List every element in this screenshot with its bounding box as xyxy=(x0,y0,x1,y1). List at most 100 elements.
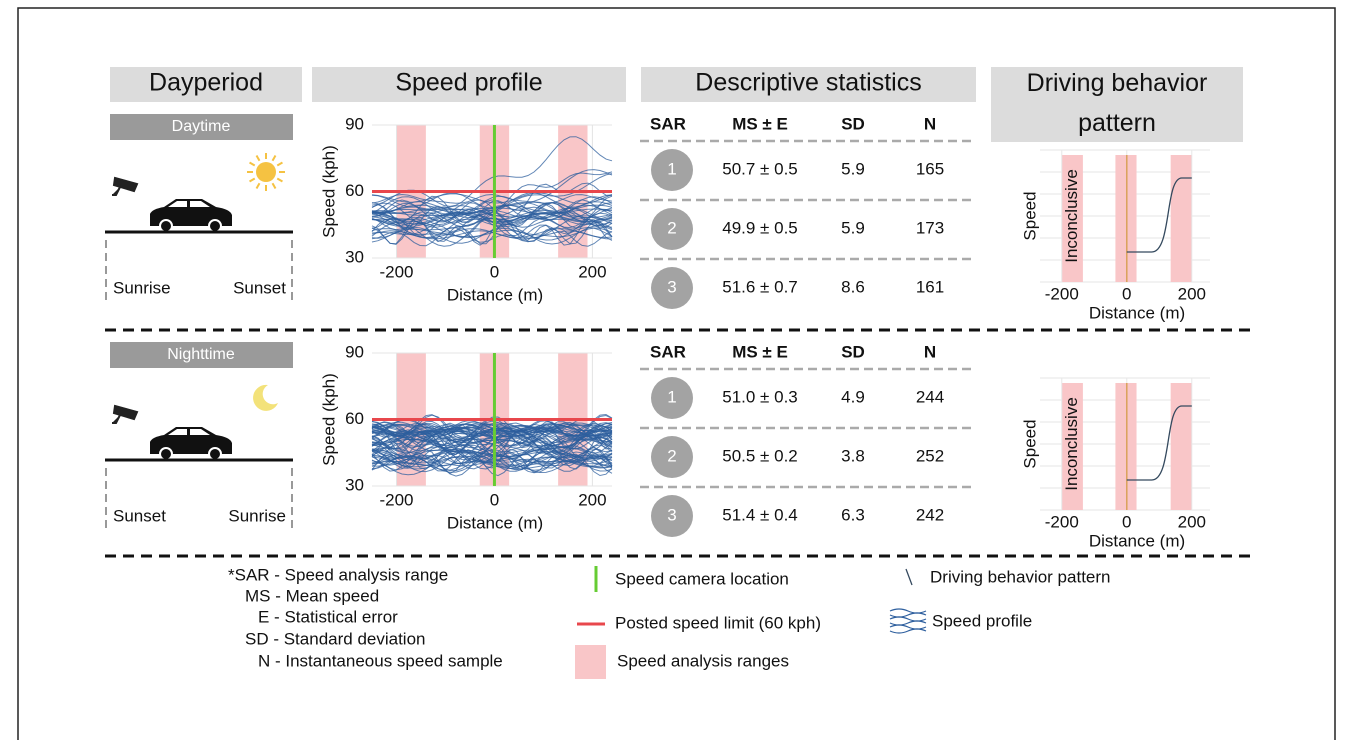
x-tick-label: -200 xyxy=(379,262,413,281)
speed-profile-texture xyxy=(371,422,613,433)
y-tick-label: 30 xyxy=(345,475,364,494)
y-tick-label: 60 xyxy=(345,409,364,428)
speed-profile-texture xyxy=(371,227,613,247)
behavior-curve xyxy=(1126,405,1192,481)
table-cell: 3 xyxy=(667,277,676,296)
legend-profile xyxy=(889,616,927,622)
speed-profile-texture xyxy=(371,419,613,438)
header-box xyxy=(641,67,976,102)
table-header: MS ± E xyxy=(732,342,788,361)
table-cell: 165 xyxy=(916,159,944,178)
table-header: SAR xyxy=(650,114,686,133)
legend-abbreviation: MS - Mean speed xyxy=(245,586,379,605)
period-start: Sunset xyxy=(113,506,166,525)
table-header: SD xyxy=(841,342,865,361)
period-label: Daytime xyxy=(172,118,231,135)
x-axis-label: Distance (m) xyxy=(1089,303,1185,322)
table-cell: 4.9 xyxy=(841,387,865,406)
table-header: SAR xyxy=(650,342,686,361)
sar-badge xyxy=(651,267,693,309)
sun-ray xyxy=(276,177,283,183)
speed-profile-texture xyxy=(371,433,613,452)
header-box xyxy=(991,67,1243,142)
speed-profile-texture xyxy=(371,446,613,466)
x-axis-label: Distance (m) xyxy=(1089,531,1185,550)
sun-ray xyxy=(276,161,283,167)
behavior-curve xyxy=(1126,177,1192,253)
header: Dayperiod xyxy=(149,69,263,97)
analysis-range xyxy=(1061,155,1083,282)
table-cell: 5.9 xyxy=(841,159,865,178)
sar-badge xyxy=(651,377,693,419)
speed-profile-texture xyxy=(371,455,613,470)
analysis-range xyxy=(1061,383,1083,510)
legend-label: Speed analysis ranges xyxy=(617,651,789,670)
speed-profile-texture xyxy=(371,451,613,476)
legend-abbreviation: N - Instantaneous speed sample xyxy=(258,651,503,670)
header: Speed profile xyxy=(395,69,542,97)
legend-range xyxy=(575,645,606,679)
legend-abbreviation: *SAR - Speed analysis range xyxy=(228,565,448,584)
sun-icon xyxy=(247,153,285,191)
period-box xyxy=(110,114,293,140)
table-cell: 161 xyxy=(916,277,944,296)
table-cell: 51.6 ± 0.7 xyxy=(722,277,798,296)
y-axis-label: Speed (kph) xyxy=(319,145,338,238)
table-cell: 49.9 ± 0.5 xyxy=(722,218,798,237)
y-axis-label: Speed (kph) xyxy=(319,373,338,466)
y-tick-label: 90 xyxy=(345,114,364,133)
table-cell: 252 xyxy=(916,446,944,465)
camera-icon xyxy=(112,176,139,196)
sun-ray xyxy=(249,161,256,167)
table-cell: 242 xyxy=(916,505,944,524)
table-cell: 50.5 ± 0.2 xyxy=(722,446,798,465)
legend-label: Posted speed limit (60 kph) xyxy=(615,613,821,632)
legend-profile xyxy=(889,612,927,618)
x-tick-label: 0 xyxy=(1122,512,1131,531)
sar-badge xyxy=(651,208,693,250)
sar-badge xyxy=(651,149,693,191)
speed-profile-texture xyxy=(371,443,613,458)
table-cell: 2 xyxy=(667,446,676,465)
table-cell: 51.0 ± 0.3 xyxy=(722,387,798,406)
table-cell: 244 xyxy=(916,387,944,406)
speed-profile-texture xyxy=(371,433,613,447)
period-start: Sunrise xyxy=(113,278,171,297)
header-box xyxy=(312,67,626,102)
analysis-range xyxy=(1170,383,1192,510)
table-cell: 1 xyxy=(667,159,676,178)
y-axis-label: Speed xyxy=(1020,191,1039,240)
speed-profile-texture xyxy=(371,446,613,470)
y-tick-label: 30 xyxy=(345,247,364,266)
speed-profile-texture xyxy=(371,193,613,204)
x-axis-label: Distance (m) xyxy=(447,513,543,532)
x-tick-label: -200 xyxy=(1045,512,1079,531)
moon-icon xyxy=(253,384,278,411)
sun-ray xyxy=(249,177,256,183)
table-cell: 173 xyxy=(916,218,944,237)
legend-abbreviation: E - Statistical error xyxy=(258,607,398,626)
speed-profile-texture xyxy=(371,211,613,239)
sun xyxy=(256,162,276,182)
x-tick-label: -200 xyxy=(1045,284,1079,303)
table-header: N xyxy=(924,114,936,133)
header: Descriptive statistics xyxy=(695,69,921,97)
speed-profile-texture xyxy=(371,423,613,434)
speed-profile-texture xyxy=(371,447,613,470)
speed-profile-texture xyxy=(371,453,613,477)
y-tick-label: 60 xyxy=(345,181,364,200)
speed-profile-texture xyxy=(371,195,613,219)
legend-abbreviation: SD - Standard deviation xyxy=(245,629,426,648)
table-cell: 3 xyxy=(667,505,676,524)
speed-profile-texture xyxy=(371,201,613,214)
sun-ray xyxy=(271,155,277,162)
table-cell: 8.6 xyxy=(841,277,865,296)
camera-icon xyxy=(112,404,139,424)
table-header: MS ± E xyxy=(732,114,788,133)
speed-profile-texture xyxy=(371,207,613,221)
speed-profile-texture xyxy=(371,217,613,239)
wheel xyxy=(208,219,222,233)
speed-profile-texture xyxy=(371,431,613,452)
legend-label: Speed profile xyxy=(932,611,1032,630)
